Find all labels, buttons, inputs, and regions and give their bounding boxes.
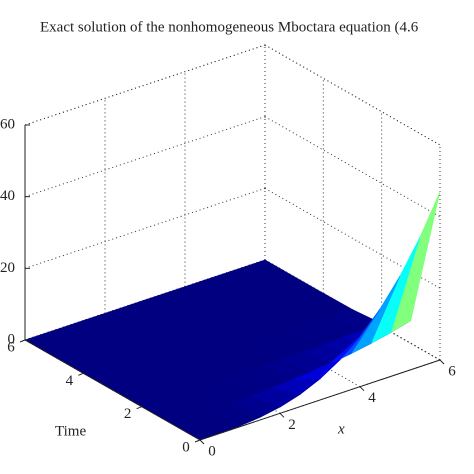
y-axis — [24, 339, 201, 441]
x-tick — [199, 439, 205, 445]
grid-line — [24, 44, 266, 126]
grid-line — [264, 187, 441, 289]
x-axis — [199, 359, 441, 441]
y-tick — [136, 406, 142, 410]
x-tick-label: 0 — [208, 443, 216, 459]
z-tick-label: 20 — [0, 260, 15, 276]
y-tick — [194, 439, 201, 443]
z-tick-label: 60 — [0, 116, 15, 132]
y-tick-label: 2 — [124, 406, 132, 422]
x-axis-label: x — [337, 421, 345, 437]
x-tick — [439, 359, 445, 365]
y-tick — [19, 339, 26, 343]
x-tick — [359, 386, 365, 392]
x-tick-label: 2 — [288, 417, 296, 433]
grid-line — [24, 187, 266, 269]
x-tick-label: 6 — [448, 363, 456, 379]
x-tick-label: 4 — [368, 390, 376, 406]
box-edge — [24, 44, 266, 126]
grid-line — [264, 116, 441, 218]
surface-patch — [390, 191, 441, 334]
y-tick-label: 0 — [182, 439, 190, 455]
z-tick-label: 40 — [0, 188, 15, 204]
grid-line — [264, 44, 441, 146]
x-tick — [279, 412, 285, 418]
y-tick-label: 4 — [66, 373, 74, 389]
y-axis-label: Time — [55, 423, 86, 439]
y-tick-label: 6 — [7, 339, 15, 355]
grid-line — [24, 116, 266, 198]
z-tick-label: 0 — [8, 331, 16, 347]
y-tick — [78, 372, 84, 376]
chart-title: Exact solution of the nonhomogeneous Mbo… — [40, 19, 419, 35]
